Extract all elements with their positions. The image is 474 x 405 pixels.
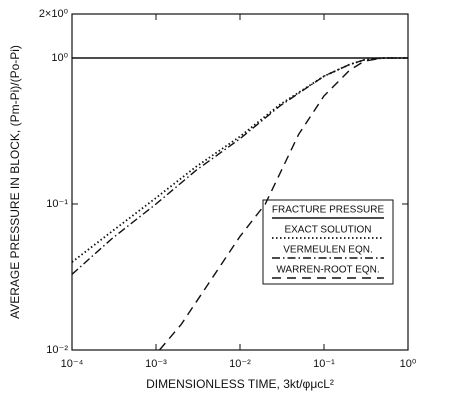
legend-label: WARREN-ROOT EQN.: [276, 265, 379, 276]
x-tick-label: 10⁻³: [145, 358, 167, 370]
y-tick-label: 10⁰: [51, 52, 68, 64]
series-line: [158, 57, 383, 351]
x-tick-label: 10⁻²: [229, 358, 251, 370]
plot-frame: [71, 13, 409, 351]
legend-box: [262, 199, 394, 285]
legend-label: FRACTURE PRESSURE: [272, 205, 385, 216]
y-axis-title: AVERAGE PRESSURE IN BLOCK, (Pm-Pi)/(Po-P…: [8, 45, 22, 319]
x-tick-label: 10⁻¹: [313, 358, 335, 370]
legend-label: VERMEULEN EQN.: [283, 245, 372, 256]
x-axis-title: DIMENSIONLESS TIME, 3kt/φμcL²: [146, 377, 334, 391]
legend-label: EXACT SOLUTION: [284, 225, 371, 236]
y-tick-label: 10⁻²: [46, 344, 68, 356]
y-tick-label: 10⁻¹: [46, 198, 68, 210]
series-line: [71, 57, 408, 263]
x-tick-label: 10⁻⁴: [61, 358, 84, 370]
series-line: [71, 57, 408, 275]
x-tick-label: 10⁰: [400, 358, 417, 370]
y-tick-label: 2×10⁰: [39, 8, 69, 20]
